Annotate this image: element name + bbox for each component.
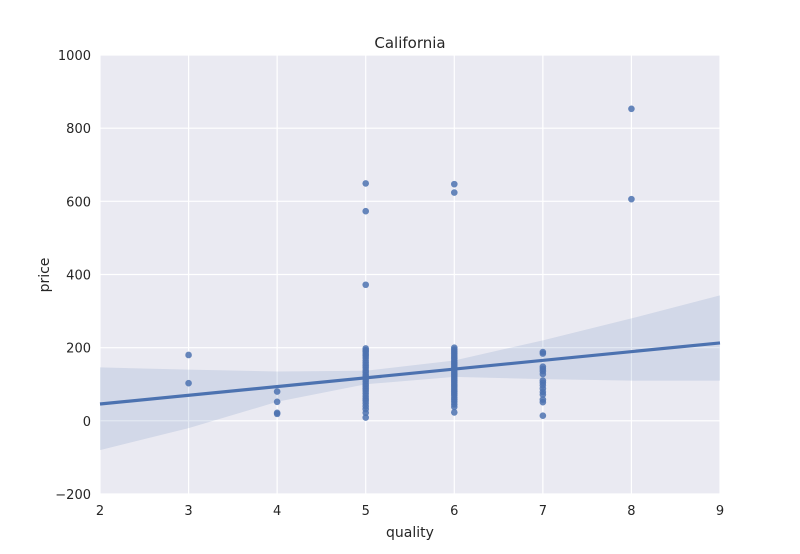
data-point: [628, 105, 635, 113]
data-point: [362, 409, 370, 417]
x-tick-label: 2: [96, 504, 104, 519]
data-point: [628, 195, 635, 203]
y-tick-label: 800: [66, 122, 91, 137]
chart-title: California: [374, 34, 445, 52]
x-tick-label: 7: [539, 504, 547, 519]
data-point: [450, 409, 458, 416]
y-tick-label: 400: [66, 269, 91, 284]
data-point: [539, 370, 547, 378]
regression-line-group: [99, 341, 721, 406]
data-point: [362, 207, 370, 215]
x-axis-label: quality: [386, 525, 434, 541]
x-tick-label: 6: [450, 504, 458, 519]
data-point: [539, 391, 547, 398]
data-point: [273, 410, 281, 418]
data-point: [539, 350, 547, 357]
data-points: [185, 105, 635, 421]
data-point: [539, 398, 547, 406]
y-tick-label: 200: [66, 342, 91, 357]
y-tick-label: −200: [55, 488, 91, 503]
x-tick-labels: 2 3 4 5 6 7 8 9: [96, 504, 724, 519]
data-point: [362, 414, 370, 421]
x-tick-label: 4: [273, 504, 281, 519]
data-point: [185, 379, 192, 387]
data-point: [362, 281, 370, 289]
data-point: [273, 398, 281, 406]
data-point: [273, 388, 281, 395]
data-point: [450, 189, 458, 196]
data-point: [450, 403, 458, 411]
data-point: [362, 180, 370, 187]
y-axis-label: price: [37, 258, 53, 293]
y-tick-label: 0: [83, 415, 91, 430]
x-tick-label: 3: [184, 504, 192, 519]
y-tick-label: 600: [66, 195, 91, 210]
data-point: [450, 180, 458, 188]
grid-lines: [99, 54, 721, 495]
y-tick-labels: −200 0 200 400 600 800 1000: [55, 49, 91, 503]
x-tick-label: 5: [362, 504, 370, 519]
regression-line: [99, 341, 721, 406]
x-tick-label: 9: [716, 504, 724, 519]
data-point: [185, 351, 192, 359]
y-tick-label: 1000: [58, 49, 91, 64]
data-point: [539, 412, 547, 420]
x-tick-label: 8: [627, 504, 635, 519]
